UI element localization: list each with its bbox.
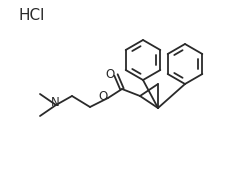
- Text: O: O: [98, 90, 108, 103]
- Text: HCl: HCl: [18, 9, 44, 23]
- Text: O: O: [105, 69, 115, 82]
- Text: N: N: [51, 96, 59, 109]
